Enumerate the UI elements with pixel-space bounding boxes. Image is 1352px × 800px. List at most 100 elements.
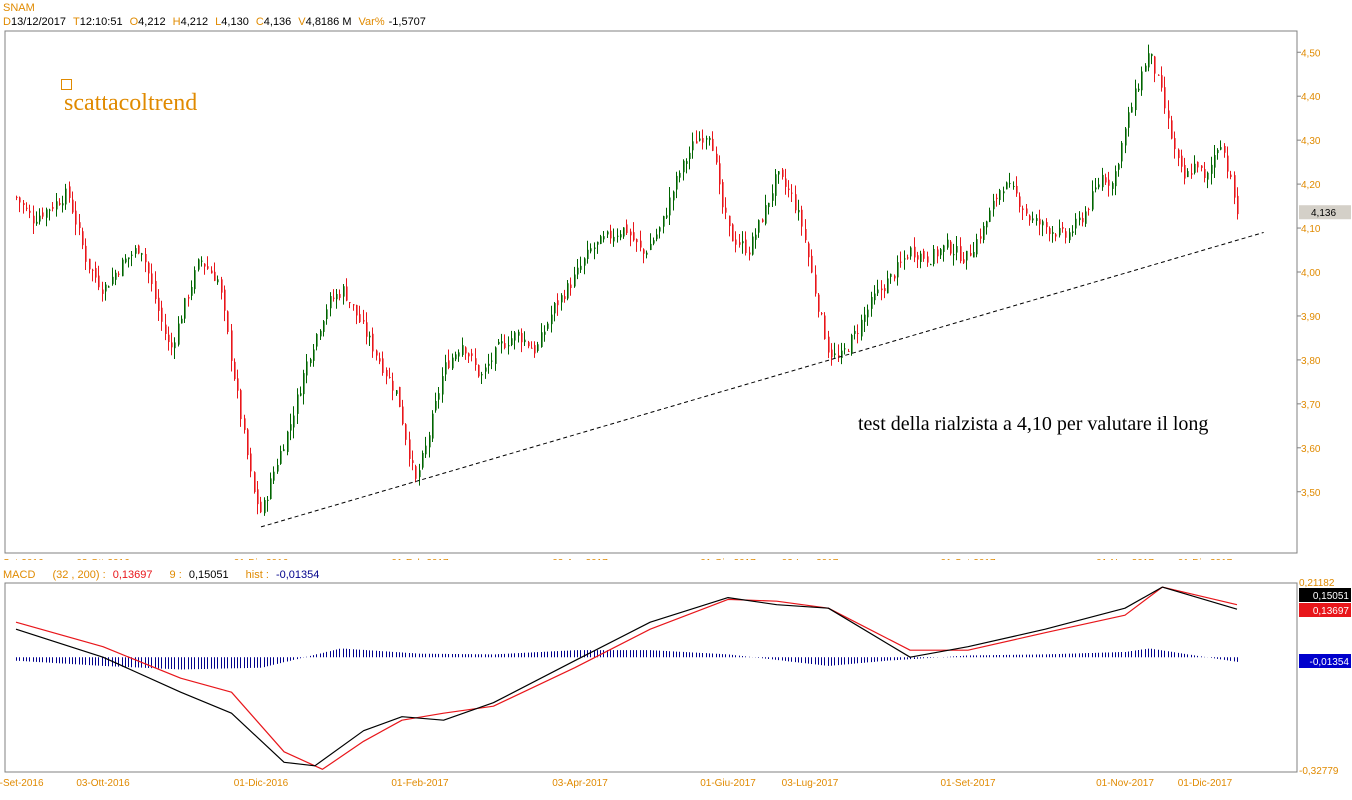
candle-body: [141, 253, 143, 255]
candle-body: [1141, 71, 1143, 91]
candle-body: [435, 401, 437, 411]
candle-body: [409, 439, 411, 459]
candle-body: [273, 471, 275, 481]
candle-body: [254, 472, 256, 493]
candle-body: [445, 362, 447, 375]
candle-body: [1026, 208, 1028, 214]
candle-body: [653, 240, 655, 244]
header-value: 12:10:51: [79, 16, 123, 28]
candle-body: [1171, 120, 1173, 139]
candle-body: [112, 276, 114, 285]
signal-value-box: [1299, 588, 1351, 602]
candle-body: [402, 406, 404, 425]
candle-body: [689, 152, 691, 160]
candle-body: [1135, 88, 1137, 111]
candle-body: [739, 242, 741, 245]
candle-body: [501, 341, 503, 344]
candle-body: [976, 239, 978, 255]
candle-body: [1204, 169, 1206, 178]
macd-x-tick-label: 01-Set-2016: [0, 778, 44, 789]
candle-body: [194, 270, 196, 290]
macd-x-tick-label: 01-Dic-2017: [1178, 778, 1233, 789]
candle-body: [359, 314, 361, 323]
candle-body: [1095, 187, 1097, 190]
macd-x-tick-label: 03-Apr-2017: [552, 778, 608, 789]
candle-body: [455, 354, 457, 360]
macd-label: MACD: [3, 569, 36, 581]
macd-x-tick-label: 01-Nov-2017: [1096, 778, 1154, 789]
candle-body: [584, 258, 586, 266]
candle-body: [1075, 218, 1077, 229]
candle-body: [151, 273, 153, 285]
candle-body: [1181, 155, 1183, 167]
candle-body: [620, 234, 622, 238]
candle-body: [72, 199, 74, 213]
candle-body: [1108, 179, 1110, 186]
candle-body: [1211, 164, 1213, 174]
x-tick-label: 01-Feb-2017: [391, 558, 449, 560]
candle-body: [1151, 53, 1153, 57]
candle-body: [330, 296, 332, 309]
x-tick-label: 03-Apr-2017: [552, 558, 608, 560]
candle-body: [864, 314, 866, 322]
candle-body: [551, 314, 553, 325]
candle-body: [960, 246, 962, 262]
candle-body: [1042, 221, 1044, 226]
x-tick-label: 01-Nov-2017: [1096, 558, 1154, 560]
candle-body: [683, 160, 685, 173]
candle-body: [372, 333, 374, 352]
candle-body: [758, 220, 760, 233]
watermark: scattacoltrend: [64, 90, 198, 116]
candle-body: [1019, 196, 1021, 207]
candle-body: [452, 357, 454, 369]
candle-body: [600, 236, 602, 244]
candle-body: [828, 336, 830, 353]
candle-body: [316, 334, 318, 347]
candle-body: [933, 248, 935, 265]
candle-body: [438, 393, 440, 400]
candle-body: [448, 360, 450, 368]
candle-body: [346, 286, 348, 301]
candle-body: [46, 209, 48, 218]
hist-value-box-label: -0,01354: [1310, 657, 1350, 668]
candle-body: [521, 333, 523, 343]
candle-body: [861, 319, 863, 337]
candle-body: [49, 209, 51, 211]
candle-body: [768, 202, 770, 208]
candle-body: [518, 331, 520, 336]
candle-body: [478, 365, 480, 377]
candle-body: [669, 197, 671, 216]
candle-body: [1098, 184, 1100, 188]
candle-body: [95, 268, 97, 278]
candle-body: [33, 215, 35, 224]
candle-body: [310, 359, 312, 364]
candle-body: [778, 171, 780, 175]
candle-body: [89, 258, 91, 270]
candle-body: [184, 298, 186, 319]
hist-label: hist :: [245, 569, 269, 581]
candle-body: [1131, 106, 1133, 113]
candle-body: [1230, 174, 1232, 177]
y-tick-label: 4,10: [1301, 224, 1321, 235]
candle-body: [966, 250, 968, 261]
candle-body: [1145, 65, 1147, 72]
candle-body: [613, 236, 615, 242]
candle-body: [838, 355, 840, 357]
candle-body: [791, 192, 793, 194]
candle-body: [270, 478, 272, 500]
candle-body: [679, 172, 681, 178]
candle-body: [125, 258, 127, 263]
candle-body: [498, 341, 500, 345]
hist-value-box: [1299, 654, 1351, 668]
candle-body: [1174, 138, 1176, 150]
candle-body: [699, 138, 701, 141]
candle-body: [1072, 231, 1074, 233]
candle-body: [287, 431, 289, 452]
candle-body: [115, 272, 117, 280]
x-tick-label: 01-Set-2016: [0, 558, 44, 560]
hist-value: -0,01354: [275, 569, 320, 581]
candle-body: [528, 342, 530, 347]
candle-body: [857, 333, 859, 335]
candle-body: [1065, 231, 1067, 238]
candle-body: [989, 210, 991, 222]
